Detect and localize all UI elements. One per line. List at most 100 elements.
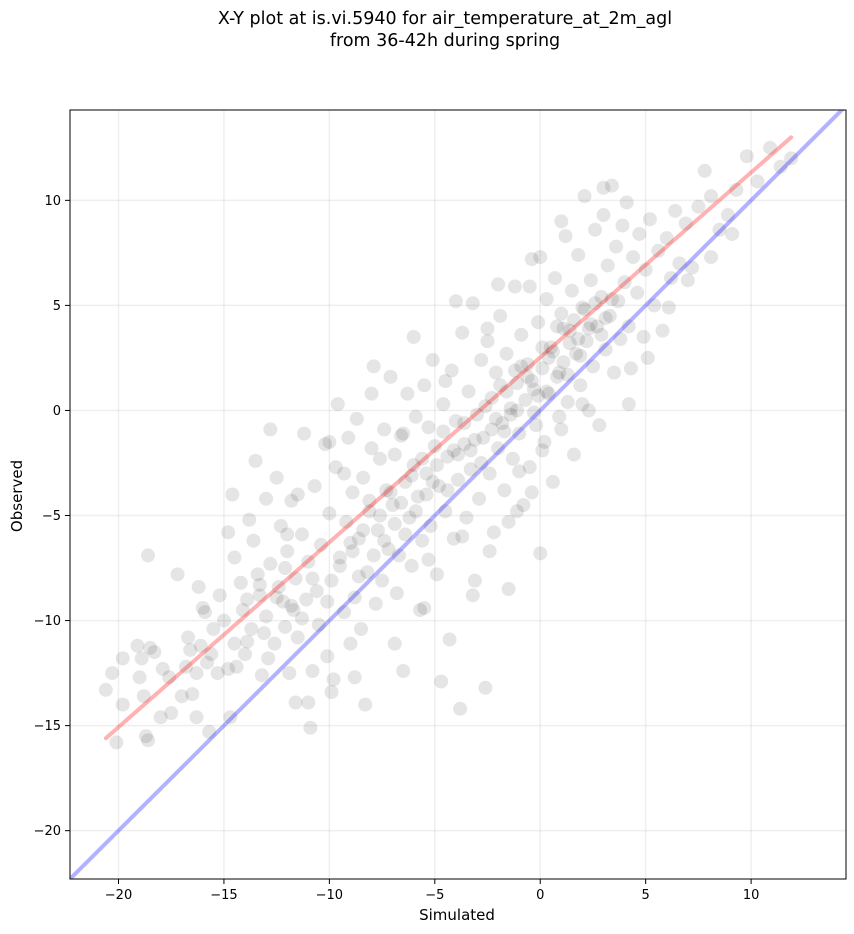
data-point bbox=[417, 378, 432, 393]
data-point bbox=[512, 426, 527, 441]
data-point bbox=[661, 300, 676, 315]
data-point bbox=[583, 317, 598, 332]
data-point bbox=[246, 533, 261, 548]
y-tick-label: 0 bbox=[53, 404, 61, 419]
data-point bbox=[457, 416, 472, 431]
data-point bbox=[535, 361, 550, 376]
data-point bbox=[109, 735, 124, 750]
data-point bbox=[248, 453, 263, 468]
data-point bbox=[360, 565, 375, 580]
data-point bbox=[463, 462, 478, 477]
chart-title: X-Y plot at is.vi.5940 for air_temperatu… bbox=[0, 8, 854, 52]
data-point bbox=[697, 163, 712, 178]
data-point bbox=[581, 403, 596, 418]
data-point bbox=[524, 485, 539, 500]
data-point bbox=[541, 350, 556, 365]
data-point bbox=[178, 659, 193, 674]
data-point bbox=[486, 525, 501, 540]
data-point bbox=[372, 451, 387, 466]
data-point bbox=[240, 634, 255, 649]
data-point bbox=[377, 533, 392, 548]
data-point bbox=[507, 279, 522, 294]
data-point bbox=[320, 594, 335, 609]
data-point bbox=[233, 575, 248, 590]
data-point bbox=[307, 479, 322, 494]
data-point bbox=[385, 498, 400, 513]
data-point bbox=[607, 365, 622, 380]
data-point bbox=[704, 250, 719, 265]
data-point bbox=[212, 588, 227, 603]
data-point bbox=[440, 449, 455, 464]
data-point bbox=[284, 598, 299, 613]
data-point bbox=[413, 603, 428, 618]
data-point bbox=[579, 334, 594, 349]
data-point bbox=[763, 140, 778, 155]
data-point bbox=[343, 636, 358, 651]
data-point bbox=[364, 441, 379, 456]
data-point bbox=[531, 388, 546, 403]
data-point bbox=[185, 687, 200, 702]
data-point bbox=[575, 300, 590, 315]
data-point bbox=[503, 407, 518, 422]
data-point bbox=[356, 523, 371, 538]
data-point bbox=[545, 474, 560, 489]
data-point bbox=[685, 260, 700, 275]
data-point bbox=[423, 519, 438, 534]
data-point bbox=[596, 208, 611, 223]
data-point bbox=[539, 292, 554, 307]
y-tick-label: 10 bbox=[44, 194, 61, 209]
data-point bbox=[529, 418, 544, 433]
data-point bbox=[252, 588, 267, 603]
data-point bbox=[562, 336, 577, 351]
data-point bbox=[588, 222, 603, 237]
data-point bbox=[672, 256, 687, 271]
data-point bbox=[354, 621, 368, 636]
data-point bbox=[436, 397, 451, 412]
data-point bbox=[259, 609, 274, 624]
data-point bbox=[191, 579, 206, 594]
data-point bbox=[750, 174, 765, 189]
data-point bbox=[474, 353, 489, 368]
data-point bbox=[505, 451, 520, 466]
data-point bbox=[678, 216, 693, 231]
data-point bbox=[153, 710, 168, 725]
data-point bbox=[394, 428, 409, 443]
data-point bbox=[193, 638, 208, 653]
data-point bbox=[569, 346, 584, 361]
data-point bbox=[554, 306, 569, 321]
data-point bbox=[396, 426, 411, 441]
data-point bbox=[541, 386, 556, 401]
data-point bbox=[548, 271, 562, 286]
data-point bbox=[221, 661, 236, 676]
data-point bbox=[130, 638, 145, 653]
data-point bbox=[630, 285, 645, 300]
data-point bbox=[531, 315, 546, 330]
data-point bbox=[322, 506, 337, 521]
data-point bbox=[132, 670, 147, 685]
data-point bbox=[351, 531, 366, 546]
data-point bbox=[577, 302, 592, 317]
data-point bbox=[115, 651, 130, 666]
data-point bbox=[339, 514, 354, 529]
data-point bbox=[387, 516, 402, 531]
data-point bbox=[242, 512, 257, 527]
data-point bbox=[619, 195, 634, 210]
data-point bbox=[432, 479, 447, 494]
data-point bbox=[290, 630, 305, 645]
data-point bbox=[739, 149, 754, 164]
data-point bbox=[244, 621, 259, 636]
data-point bbox=[518, 392, 533, 407]
data-point bbox=[543, 340, 558, 355]
data-point bbox=[162, 670, 177, 685]
plot-frame bbox=[69, 109, 847, 880]
data-point bbox=[254, 668, 269, 683]
data-point bbox=[611, 294, 626, 309]
data-point bbox=[115, 697, 130, 712]
data-point bbox=[663, 271, 678, 286]
x-tick-label: 5 bbox=[642, 888, 650, 903]
data-point bbox=[668, 203, 683, 218]
data-point bbox=[467, 432, 482, 447]
data-point bbox=[596, 180, 611, 195]
data-point bbox=[537, 434, 552, 449]
data-point bbox=[514, 327, 529, 342]
